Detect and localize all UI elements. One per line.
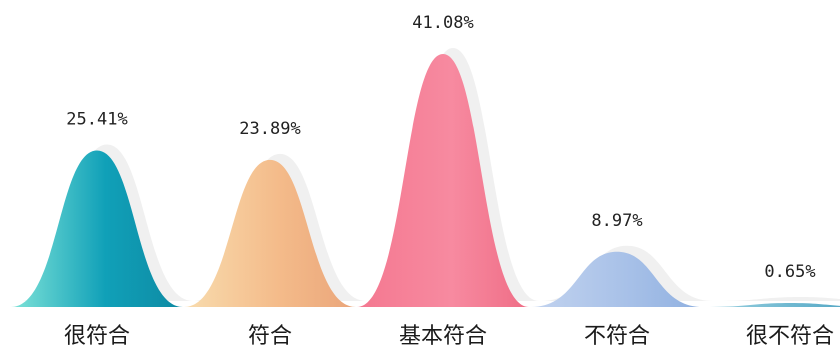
value-labels: 25.41% 23.89% 41.08% 8.97% 0.65%: [66, 13, 815, 282]
bar-4: [704, 302, 840, 307]
value-label: 25.41%: [66, 110, 127, 130]
category-label: 基本符合: [399, 324, 487, 349]
bars: [11, 54, 840, 307]
category-label: 很不符合: [746, 324, 834, 349]
category-label: 很符合: [64, 324, 130, 349]
category-label: 不符合: [584, 324, 650, 349]
bar-1: [184, 159, 356, 307]
value-label: 0.65%: [764, 262, 815, 282]
value-label: 8.97%: [591, 211, 642, 231]
value-label: 41.08%: [412, 13, 473, 33]
bar-3: [531, 251, 703, 307]
bar-2: [357, 54, 529, 307]
bar-shadow: [714, 296, 840, 301]
value-label: 23.89%: [239, 119, 300, 139]
bar-0: [11, 150, 183, 307]
category-label: 符合: [248, 324, 292, 349]
category-labels: 很符合 符合 基本符合 不符合 很不符合: [64, 324, 834, 349]
